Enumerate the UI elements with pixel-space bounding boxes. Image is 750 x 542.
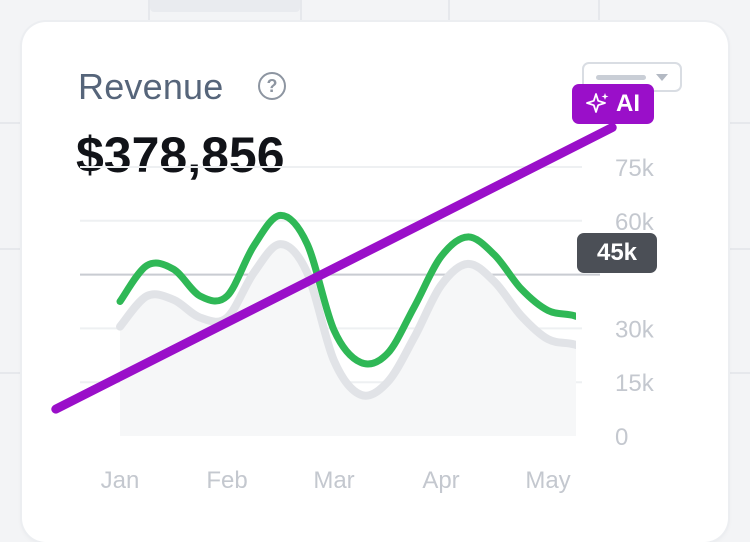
select-placeholder-bar [596,75,646,80]
help-glyph: ? [266,75,278,96]
x-tick-label: Jan [101,467,140,494]
series-line-revenue [116,211,576,368]
x-tick-label: Mar [313,467,354,494]
y-tick-label: 0 [615,424,628,451]
help-icon[interactable]: ? [258,72,286,100]
y-tick-label: 75k [615,155,655,182]
series-line-shadow [116,240,576,400]
revenue-chart: 0 15k 30k 60k 75k Jan Feb Mar Apr May [51,123,655,494]
y-tick-label: 30k [615,316,655,343]
current-value-badge: 45k [577,233,657,273]
current-value-label: 45k [596,239,638,266]
x-tick-label: May [525,467,570,494]
series-area [120,244,576,436]
revenue-total: $378,856 [76,127,285,183]
y-tick-label: 60k [615,209,655,236]
sparkles-icon [586,93,609,113]
ai-trend-line [51,123,617,414]
x-tick-label: Apr [422,467,459,494]
x-tick-label: Feb [206,467,247,494]
ai-button[interactable]: AI [572,84,654,124]
background-cell [150,0,300,12]
card-title: Revenue [78,66,224,107]
y-tick-label: 15k [615,370,655,397]
chevron-down-icon [656,74,668,81]
ai-label: AI [616,90,640,117]
